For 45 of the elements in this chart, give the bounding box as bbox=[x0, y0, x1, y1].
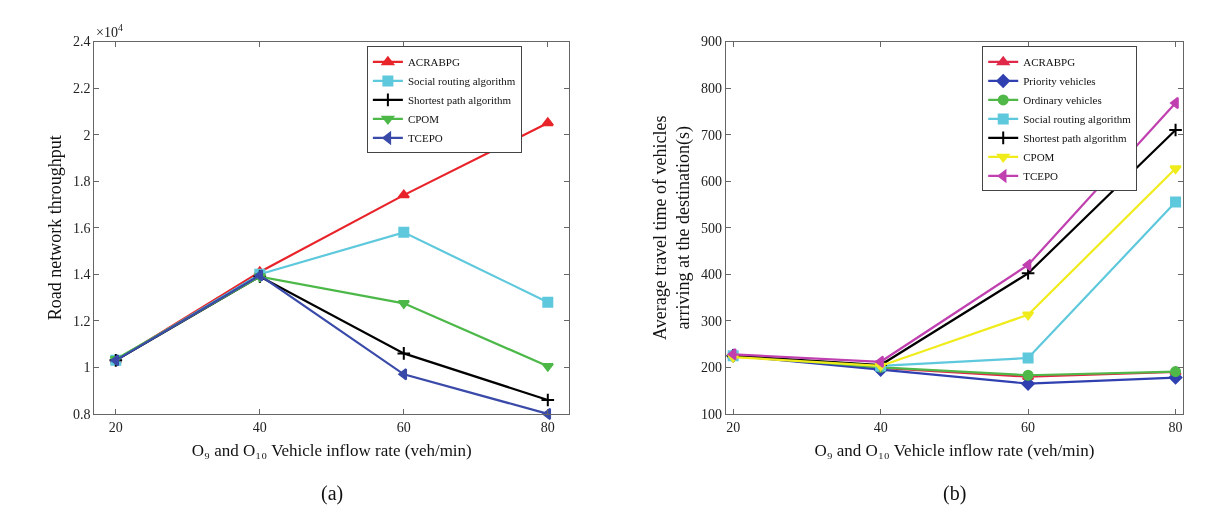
x-axis-title: O₉ and O₁₀ Vehicle inflow rate (veh/min) bbox=[814, 441, 1095, 461]
legend-label: ACRABPG bbox=[1023, 56, 1076, 69]
text: (b) bbox=[943, 482, 967, 505]
y-tick-label: 1.6 bbox=[72, 220, 91, 236]
x-tick-label: 40 bbox=[252, 419, 267, 435]
y-axis-title: Road network throughput bbox=[45, 135, 66, 321]
legend-label: Priority vehicles bbox=[1023, 75, 1096, 88]
x-tick-label: 20 bbox=[108, 419, 123, 435]
y-tick-label: 200 bbox=[700, 360, 722, 376]
y-axis-title: Average travel time of vehicles arriving at the destination(s) bbox=[649, 115, 695, 340]
y-tick-label: 400 bbox=[700, 267, 722, 283]
legend-label: Ordinary vehicles bbox=[1023, 94, 1102, 107]
legend-label: Social routing algorithm bbox=[407, 75, 516, 88]
x-tick-label: 20 bbox=[726, 419, 741, 435]
text: ×10$^{4}$ bbox=[96, 22, 123, 40]
y-tick-label: 600 bbox=[700, 174, 722, 190]
y-tick-label: 2.2 bbox=[72, 80, 91, 96]
x-tick-label: 40 bbox=[873, 419, 888, 435]
y-tick-label: 0.8 bbox=[72, 406, 91, 422]
y-tick-label: 100 bbox=[700, 406, 722, 422]
y-tick-label: 800 bbox=[700, 80, 722, 96]
y-tick-label: 700 bbox=[700, 127, 722, 143]
y-tick-label: 2 bbox=[83, 127, 91, 143]
legend-label: TCEPO bbox=[407, 132, 443, 145]
x-tick-label: 60 bbox=[396, 419, 411, 435]
legend-label: CPOM bbox=[407, 113, 440, 126]
legend-label: Social routing algorithm bbox=[1023, 113, 1132, 126]
text: (a) bbox=[321, 482, 344, 505]
legend-label: ACRABPG bbox=[407, 56, 460, 69]
x-tick-label: 80 bbox=[1168, 419, 1183, 435]
y-tick-label: 1 bbox=[83, 360, 91, 376]
legend-label: CPOM bbox=[1023, 151, 1055, 164]
y-tick-label: 1.8 bbox=[72, 174, 91, 190]
y-tick-label: 500 bbox=[700, 220, 722, 236]
y-tick-label: 900 bbox=[700, 34, 722, 50]
legend-label: TCEPO bbox=[1023, 170, 1059, 183]
legend-label: Shortest path algorithm bbox=[407, 94, 512, 107]
x-tick-label: 80 bbox=[540, 419, 555, 435]
y-tick-label: 1.4 bbox=[72, 267, 91, 283]
y-tick-label: 1.2 bbox=[72, 313, 91, 329]
x-axis-title: O₉ and O₁₀ Vehicle inflow rate (veh/min) bbox=[191, 441, 472, 461]
legend-label: Shortest path algorithm bbox=[1023, 132, 1127, 145]
y-tick-label: 300 bbox=[700, 313, 722, 329]
x-tick-label: 60 bbox=[1021, 419, 1036, 435]
y-tick-label: 2.4 bbox=[72, 34, 91, 50]
